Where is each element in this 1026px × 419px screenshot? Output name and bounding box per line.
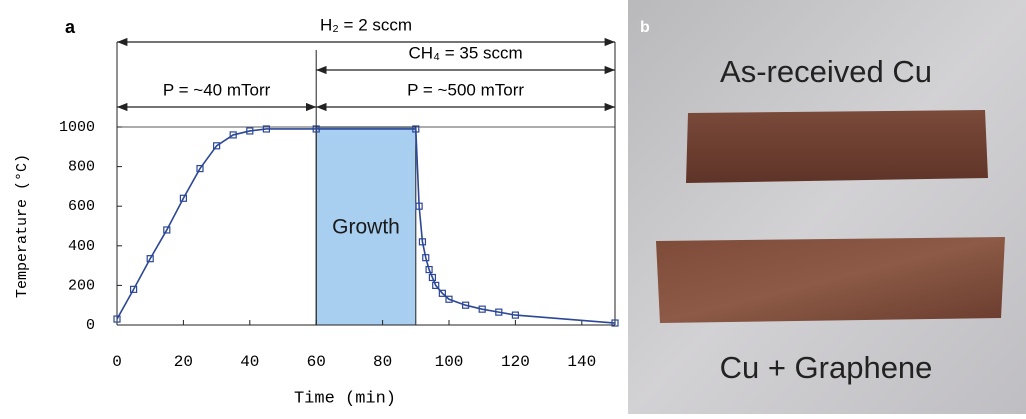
x-tick-label: 60: [307, 353, 326, 371]
panel-label: b: [640, 19, 650, 36]
region-label: Growth: [332, 216, 400, 239]
y-tick-label: 400: [68, 238, 95, 255]
y-tick-label: 600: [68, 198, 95, 215]
y-tick-label: 200: [68, 277, 95, 294]
copper-graphene-strip: [656, 237, 1005, 323]
figure: a Time (min) Temperature (°C) Growth0200…: [0, 0, 1026, 414]
annotation-label: P = ~500 mTorr: [407, 80, 524, 99]
annotation-label: CH₄ = 35 sccm: [409, 43, 523, 62]
photo-caption: As-received Cu: [720, 54, 932, 89]
x-tick-label: 120: [501, 353, 530, 371]
photo-panel: b As-received Cu Cu + Graphene: [628, 0, 1026, 414]
x-tick-label: 100: [435, 353, 464, 371]
annotation-label: P = ~40 mTorr: [163, 80, 271, 99]
x-tick-label: 40: [240, 353, 259, 371]
x-tick-label: 80: [373, 353, 392, 371]
x-axis-label: Time (min): [294, 389, 396, 408]
chart-panel: a Time (min) Temperature (°C) Growth0200…: [14, 15, 618, 408]
y-tick-label: 1000: [59, 119, 95, 136]
x-tick-label: 20: [174, 353, 193, 371]
x-tick-label: 0: [112, 353, 122, 371]
y-tick-label: 800: [68, 159, 95, 176]
annotation-label: H₂ = 2 sccm: [320, 15, 412, 34]
y-axis-label: Temperature (°C): [14, 154, 31, 298]
panel-label: a: [65, 17, 76, 37]
x-tick-label: 140: [567, 353, 596, 371]
photo-caption: Cu + Graphene: [720, 350, 933, 385]
copper-strip: [686, 110, 988, 183]
y-tick-label: 0: [86, 317, 95, 334]
page: a Time (min) Temperature (°C) Growth0200…: [0, 0, 1026, 414]
